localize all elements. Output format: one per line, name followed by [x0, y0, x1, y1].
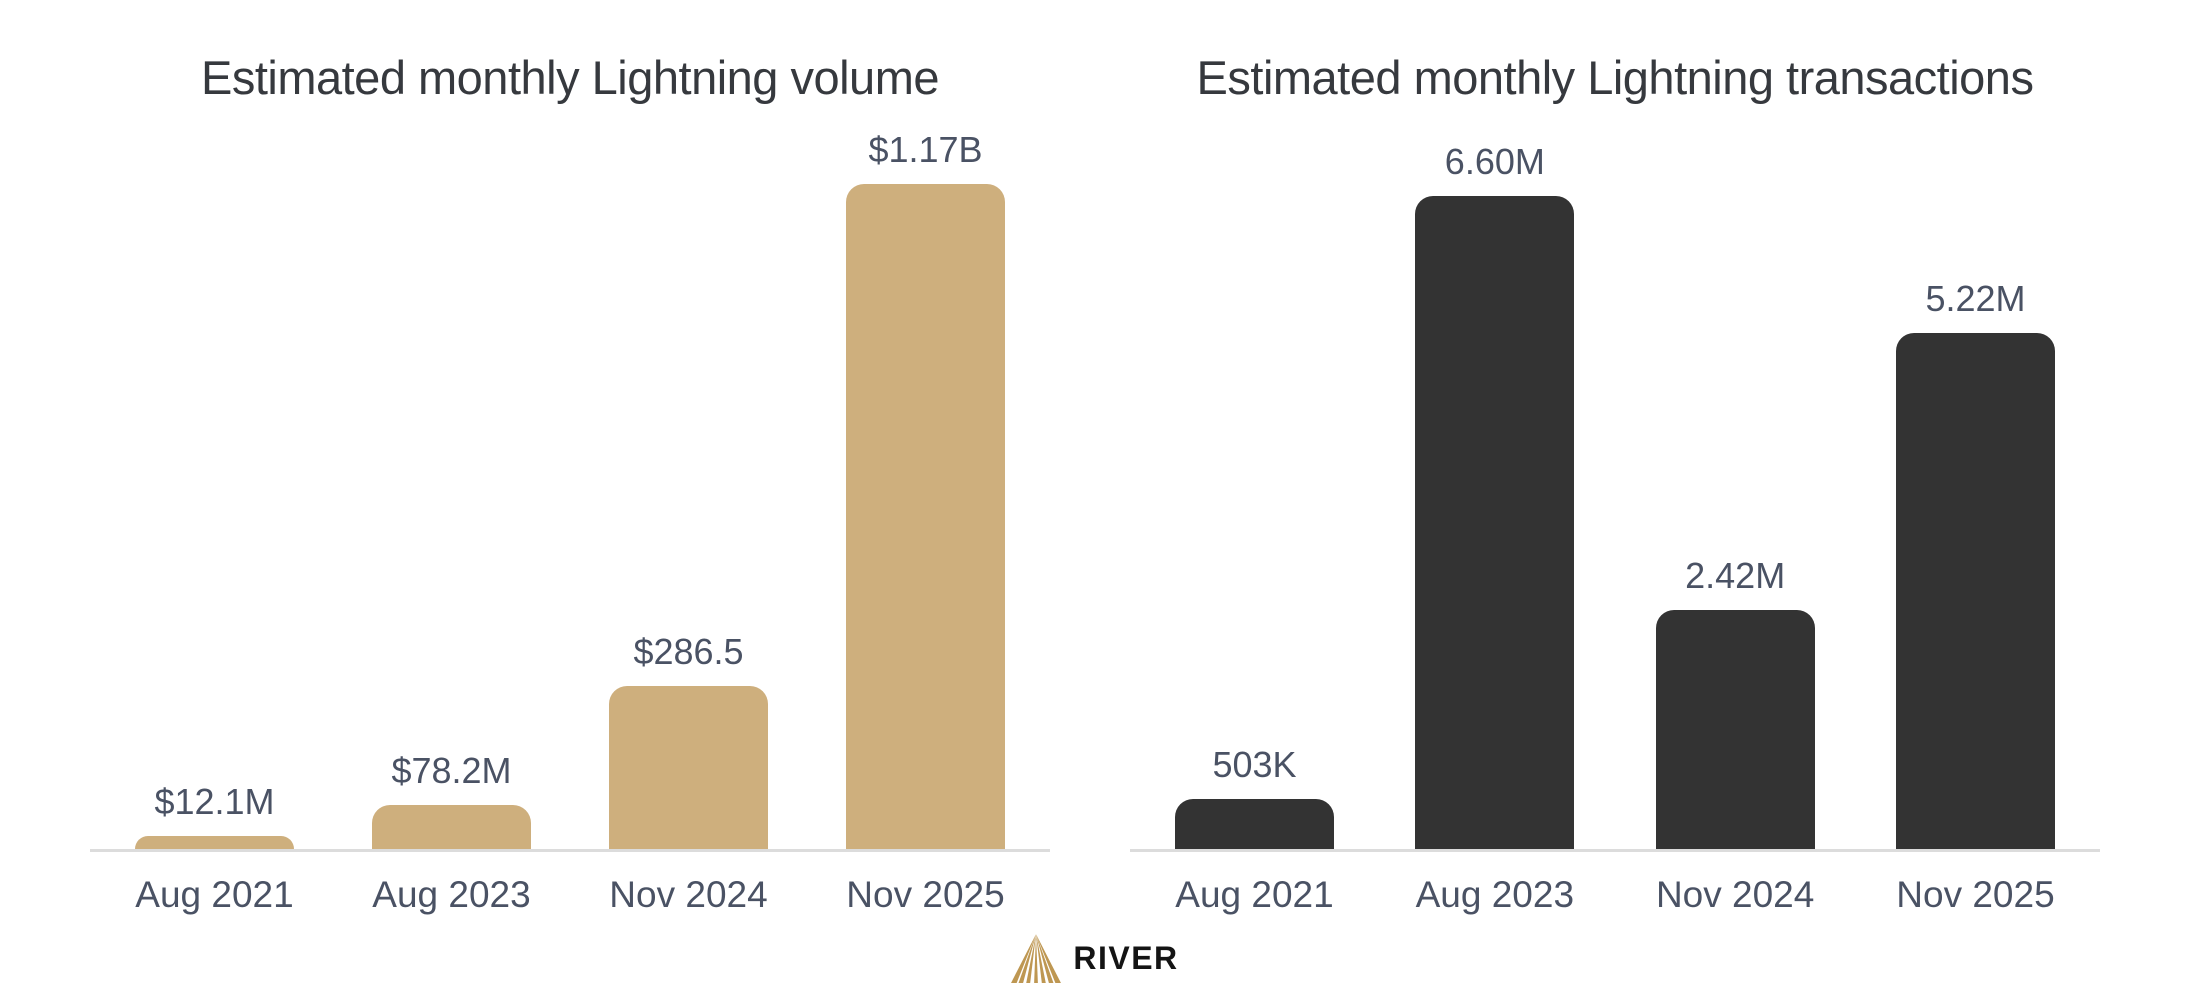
- bar-group: 5.22M: [1895, 278, 2055, 850]
- bar: [372, 805, 531, 850]
- bar-group: 2.42M: [1655, 555, 1815, 850]
- bar-group: $78.2M: [372, 750, 531, 850]
- transactions-chart-title: Estimated monthly Lightning transactions: [1196, 51, 2034, 104]
- bar-value-label: 2.42M: [1685, 555, 1786, 597]
- transactions-bars: 503K 6.60M 2.42M 5.22M: [1175, 130, 2055, 850]
- transactions-x-labels: Aug 2021 Aug 2023 Nov 2024 Nov 2025: [1175, 874, 2055, 916]
- river-wordmark: RIVER: [1073, 939, 1179, 976]
- bar-group: $286.5: [609, 631, 768, 850]
- bar: [135, 836, 294, 850]
- volume-x-labels: Aug 2021 Aug 2023 Nov 2024 Nov 2025: [135, 874, 1005, 916]
- bar-value-label: $12.1M: [154, 781, 275, 823]
- bar-group: $12.1M: [135, 781, 294, 850]
- volume-plot-area: $12.1M $78.2M $286.5 $1.17B: [90, 129, 1050, 916]
- x-tick-label: Aug 2021: [135, 874, 294, 916]
- x-tick-label: Nov 2025: [1896, 874, 2055, 916]
- x-tick-label: Aug 2023: [1415, 874, 1575, 916]
- volume-chart: Estimated monthly Lightning volume $12.1…: [90, 50, 1050, 916]
- x-tick-label: Nov 2024: [609, 874, 768, 916]
- x-axis-line: [90, 849, 1050, 853]
- bar: [1175, 799, 1334, 850]
- x-tick-label: Nov 2024: [1655, 874, 1815, 916]
- volume-chart-title: Estimated monthly Lightning volume: [200, 51, 940, 104]
- bar-group: 503K: [1175, 744, 1334, 850]
- volume-bars: $12.1M $78.2M $286.5 $1.17B: [135, 129, 1005, 850]
- charts-row: Estimated monthly Lightning volume $12.1…: [0, 50, 2190, 916]
- transactions-chart: Estimated monthly Lightning transactions…: [1130, 50, 2100, 916]
- bar-value-label: 6.60M: [1444, 141, 1545, 183]
- x-tick-label: Aug 2021: [1175, 874, 1334, 916]
- transactions-plot-area: 503K 6.60M 2.42M 5.22M: [1130, 130, 2100, 916]
- bar: [1895, 333, 2055, 850]
- bar-value-label: $286.5: [633, 631, 744, 673]
- bar: [846, 184, 1005, 850]
- bar-value-label: 503K: [1212, 744, 1297, 786]
- river-rays-icon: [1011, 934, 1062, 984]
- bar: [1655, 610, 1815, 850]
- bar-value-label: $78.2M: [391, 750, 512, 792]
- river-logo: RIVER: [0, 932, 2190, 984]
- bar-value-label: 5.22M: [1925, 278, 2026, 320]
- bar-group: 6.60M: [1415, 141, 1575, 850]
- bar: [1415, 196, 1575, 850]
- bar-group: $1.17B: [846, 129, 1005, 850]
- bar-value-label: $1.17B: [868, 129, 983, 171]
- x-axis-line: [1130, 849, 2100, 853]
- x-tick-label: Aug 2023: [372, 874, 531, 916]
- bar: [609, 686, 768, 850]
- x-tick-label: Nov 2025: [846, 874, 1005, 916]
